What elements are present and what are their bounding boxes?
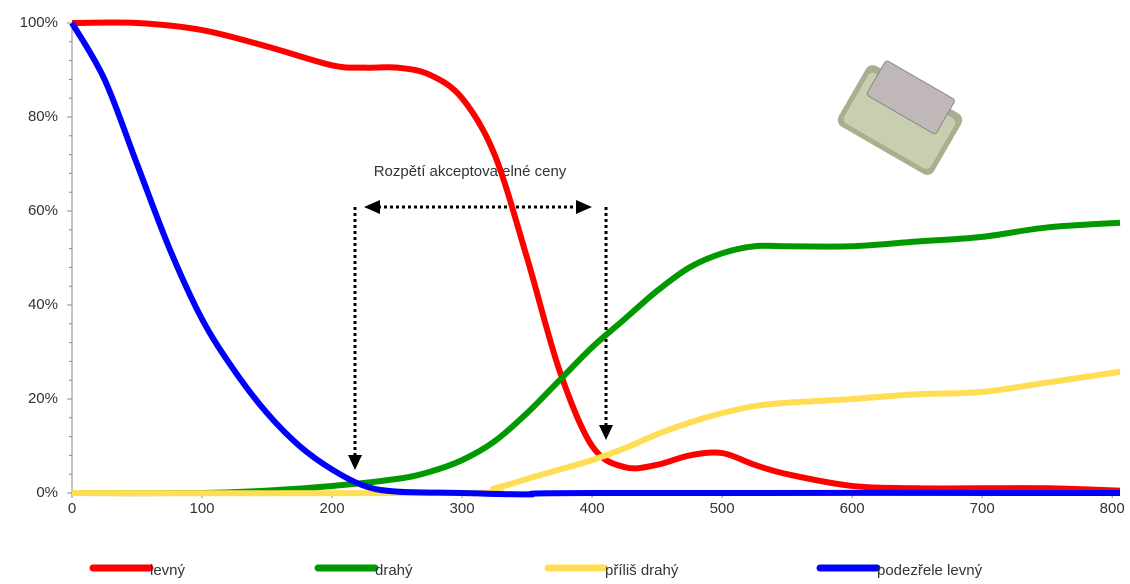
y-tick-label: 80% [28,108,58,125]
range-arrows [353,205,608,458]
line [71,19,1121,494]
x-tick-label: 600 [840,500,865,517]
x-tick-label: 300 [450,500,475,517]
y-tick-label: 20% [28,390,58,407]
y-tick-label: 40% [28,296,58,313]
annotation: Rozpětí akceptovatelné ceny [374,163,567,180]
x-tick-label: 700 [970,500,995,517]
line [69,21,1121,498]
legend-label: drahý [375,562,413,579]
line [71,219,1121,497]
legend-label: levný [150,562,186,579]
legend-label: příliš drahý [605,562,679,579]
x-tick-label: 500 [710,500,735,517]
y-tick-label: 0% [36,484,58,501]
y-tick-label: 60% [28,202,58,219]
y-tick-label: 100% [20,14,58,31]
x-tick-label: 400 [580,500,605,517]
x-tick-label: 100 [190,500,215,517]
x-tick-label: 0 [68,500,76,517]
money-icon [837,60,963,175]
legend-label: podezřele levný [877,562,983,579]
x-tick-label: 200 [320,500,345,517]
x-tick-label: 800 [1100,500,1125,517]
arrow-heads [348,200,613,470]
line [71,368,1121,497]
